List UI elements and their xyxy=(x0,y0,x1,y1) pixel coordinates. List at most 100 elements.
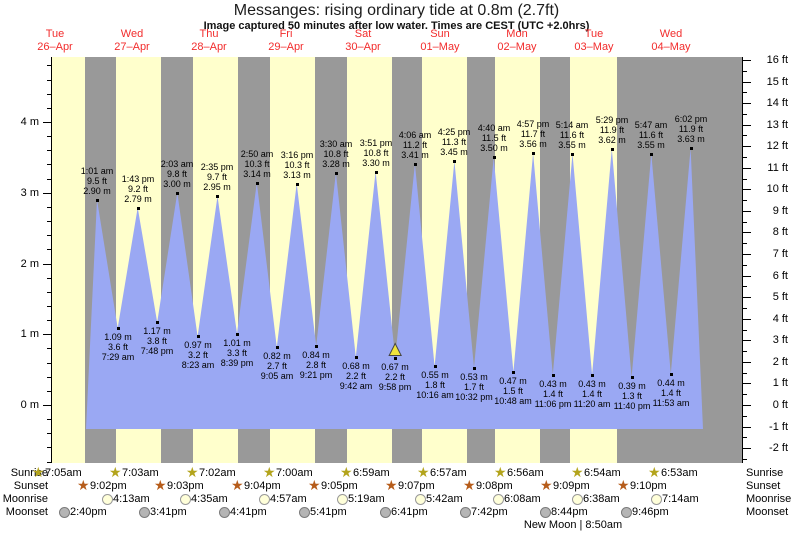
tide-point-dot xyxy=(650,153,653,156)
right-axis-tick xyxy=(743,168,751,169)
tide-high-annotation: 1:43 pm 9.2 ft 2.79 m xyxy=(106,174,170,204)
astro-event-time: 7:05am xyxy=(45,467,82,479)
high-tide-m: 3.28 m xyxy=(322,159,350,169)
low-tide-time: 8:39 pm xyxy=(220,358,254,368)
day-date: 04–May xyxy=(651,41,691,53)
high-tide-time: 4:25 pm xyxy=(437,127,471,137)
tide-point-dot xyxy=(117,327,120,330)
tide-high-annotation: 2:50 am 10.3 ft 3.14 m xyxy=(225,149,289,179)
astro-event-time: 9:07pm xyxy=(398,480,435,492)
sunset-star: ★ xyxy=(463,477,476,493)
high-tide-m: 3.62 m xyxy=(598,135,626,145)
low-tide-time: 9:21 pm xyxy=(299,370,333,380)
tide-low-annotation: 0.47 m 1.5 ft 10:48 am xyxy=(481,376,545,406)
high-tide-ft: 9.8 ft xyxy=(166,169,187,179)
astro-event-time: 6:08am xyxy=(504,493,541,505)
tide-high-annotation: 4:40 am 11.5 ft 3.50 m xyxy=(462,123,526,153)
high-tide-m: 3.50 m xyxy=(480,143,508,153)
low-tide-ft: 3.2 ft xyxy=(187,350,208,360)
tide-high-annotation: 4:06 am 11.2 ft 3.41 m xyxy=(383,130,447,160)
left-axis-label: 2 m xyxy=(20,258,39,270)
left-axis-tick xyxy=(47,150,51,151)
tide-high-annotation: 6:02 pm 11.9 ft 3.63 m xyxy=(659,114,723,144)
right-axis-label: 9 ft xyxy=(772,205,788,217)
tide-point-dot xyxy=(216,195,219,198)
tide-point-dot xyxy=(394,357,397,360)
high-tide-time: 5:29 pm xyxy=(595,115,629,125)
tide-low-annotation: 0.43 m 1.4 ft 11:06 pm xyxy=(521,379,585,409)
astro-row-label-right: Moonrise xyxy=(746,493,792,505)
tide-point-dot xyxy=(690,147,693,150)
low-tide-m: 1.09 m xyxy=(104,332,132,342)
high-tide-ft: 11.6 ft xyxy=(559,130,585,140)
day-name: Mon xyxy=(506,28,528,40)
high-tide-m: 3.45 m xyxy=(440,147,468,157)
moonset-circle xyxy=(380,507,391,518)
right-axis-tick xyxy=(743,351,747,352)
tide-point-dot xyxy=(453,160,456,163)
low-tide-time: 9:58 pm xyxy=(378,382,412,392)
left-axis-tick xyxy=(47,462,51,463)
right-axis-tick xyxy=(743,448,751,449)
tide-point-dot xyxy=(414,163,417,166)
low-tide-ft: 1.7 ft xyxy=(463,382,484,392)
astro-event-time: 9:09pm xyxy=(553,480,590,492)
tide-point-dot xyxy=(512,371,515,374)
right-axis-tick xyxy=(743,189,751,190)
astro-row-label-right: Sunset xyxy=(746,480,781,492)
low-tide-time: 10:16 am xyxy=(416,390,454,400)
high-tide-time: 5:14 am xyxy=(555,120,589,130)
astro-row-label-right: Sunrise xyxy=(746,467,784,479)
tide-point-dot xyxy=(434,365,437,368)
tide-point-dot xyxy=(236,333,239,336)
left-axis-label: 4 m xyxy=(20,116,39,128)
night-band xyxy=(392,57,422,463)
astro-event-time: 3:41pm xyxy=(150,506,187,518)
low-tide-m: 0.67 m xyxy=(381,362,409,372)
moonrise-circle xyxy=(259,494,270,505)
tide-high-annotation: 4:25 pm 11.3 ft 3.45 m xyxy=(422,127,486,157)
right-axis-tick xyxy=(743,135,747,136)
high-tide-ft: 11.9 ft xyxy=(678,124,704,134)
right-axis-label: 6 ft xyxy=(772,270,788,282)
high-tide-time: 1:01 am xyxy=(80,166,114,176)
right-axis-tick xyxy=(743,394,747,395)
high-tide-ft: 11.6 ft xyxy=(638,130,664,140)
astro-event-time: 9:46pm xyxy=(632,506,669,518)
tide-high-annotation: 3:51 pm 10.8 ft 3.30 m xyxy=(344,138,408,168)
tide-point-dot xyxy=(375,171,378,174)
left-axis-tick xyxy=(47,136,51,137)
moonset-circle xyxy=(139,507,150,518)
right-axis-label: 16 ft xyxy=(766,54,788,66)
high-tide-time: 2:35 pm xyxy=(200,162,234,172)
tide-point-dot xyxy=(156,321,159,324)
right-axis-label: 1 ft xyxy=(772,377,788,389)
right-axis-tick xyxy=(743,114,747,115)
sunset-star: ★ xyxy=(617,477,630,493)
right-axis-tick xyxy=(743,319,751,320)
low-tide-m: 1.17 m xyxy=(143,326,171,336)
high-tide-m: 3.55 m xyxy=(637,140,665,150)
left-axis-tick xyxy=(47,433,51,434)
high-tide-ft: 11.9 ft xyxy=(599,125,625,135)
left-axis-tick xyxy=(47,363,51,364)
right-axis-tick xyxy=(743,437,747,438)
night-band xyxy=(161,57,193,463)
high-tide-m: 2.95 m xyxy=(203,182,231,192)
left-axis-tick xyxy=(43,264,51,265)
low-tide-time: 7:29 am xyxy=(101,352,135,362)
left-axis-tick xyxy=(47,65,51,66)
moonrise-circle xyxy=(180,494,191,505)
low-tide-m: 0.68 m xyxy=(342,361,370,371)
astro-event-time: 5:19am xyxy=(348,493,385,505)
low-tide-m: 0.84 m xyxy=(302,350,330,360)
right-axis-tick xyxy=(743,383,751,384)
tide-high-annotation: 3:16 pm 10.3 ft 3.13 m xyxy=(265,150,329,180)
right-axis-label: 12 ft xyxy=(766,140,788,152)
tide-high-annotation: 1:01 am 9.5 ft 2.90 m xyxy=(65,166,129,196)
tide-low-annotation: 0.43 m 1.4 ft 11:20 am xyxy=(560,379,624,409)
low-tide-ft: 1.4 ft xyxy=(581,389,602,399)
right-axis-tick xyxy=(743,82,751,83)
day-date: 03–May xyxy=(574,41,614,53)
tide-high-annotation: 5:29 pm 11.9 ft 3.62 m xyxy=(580,115,644,145)
